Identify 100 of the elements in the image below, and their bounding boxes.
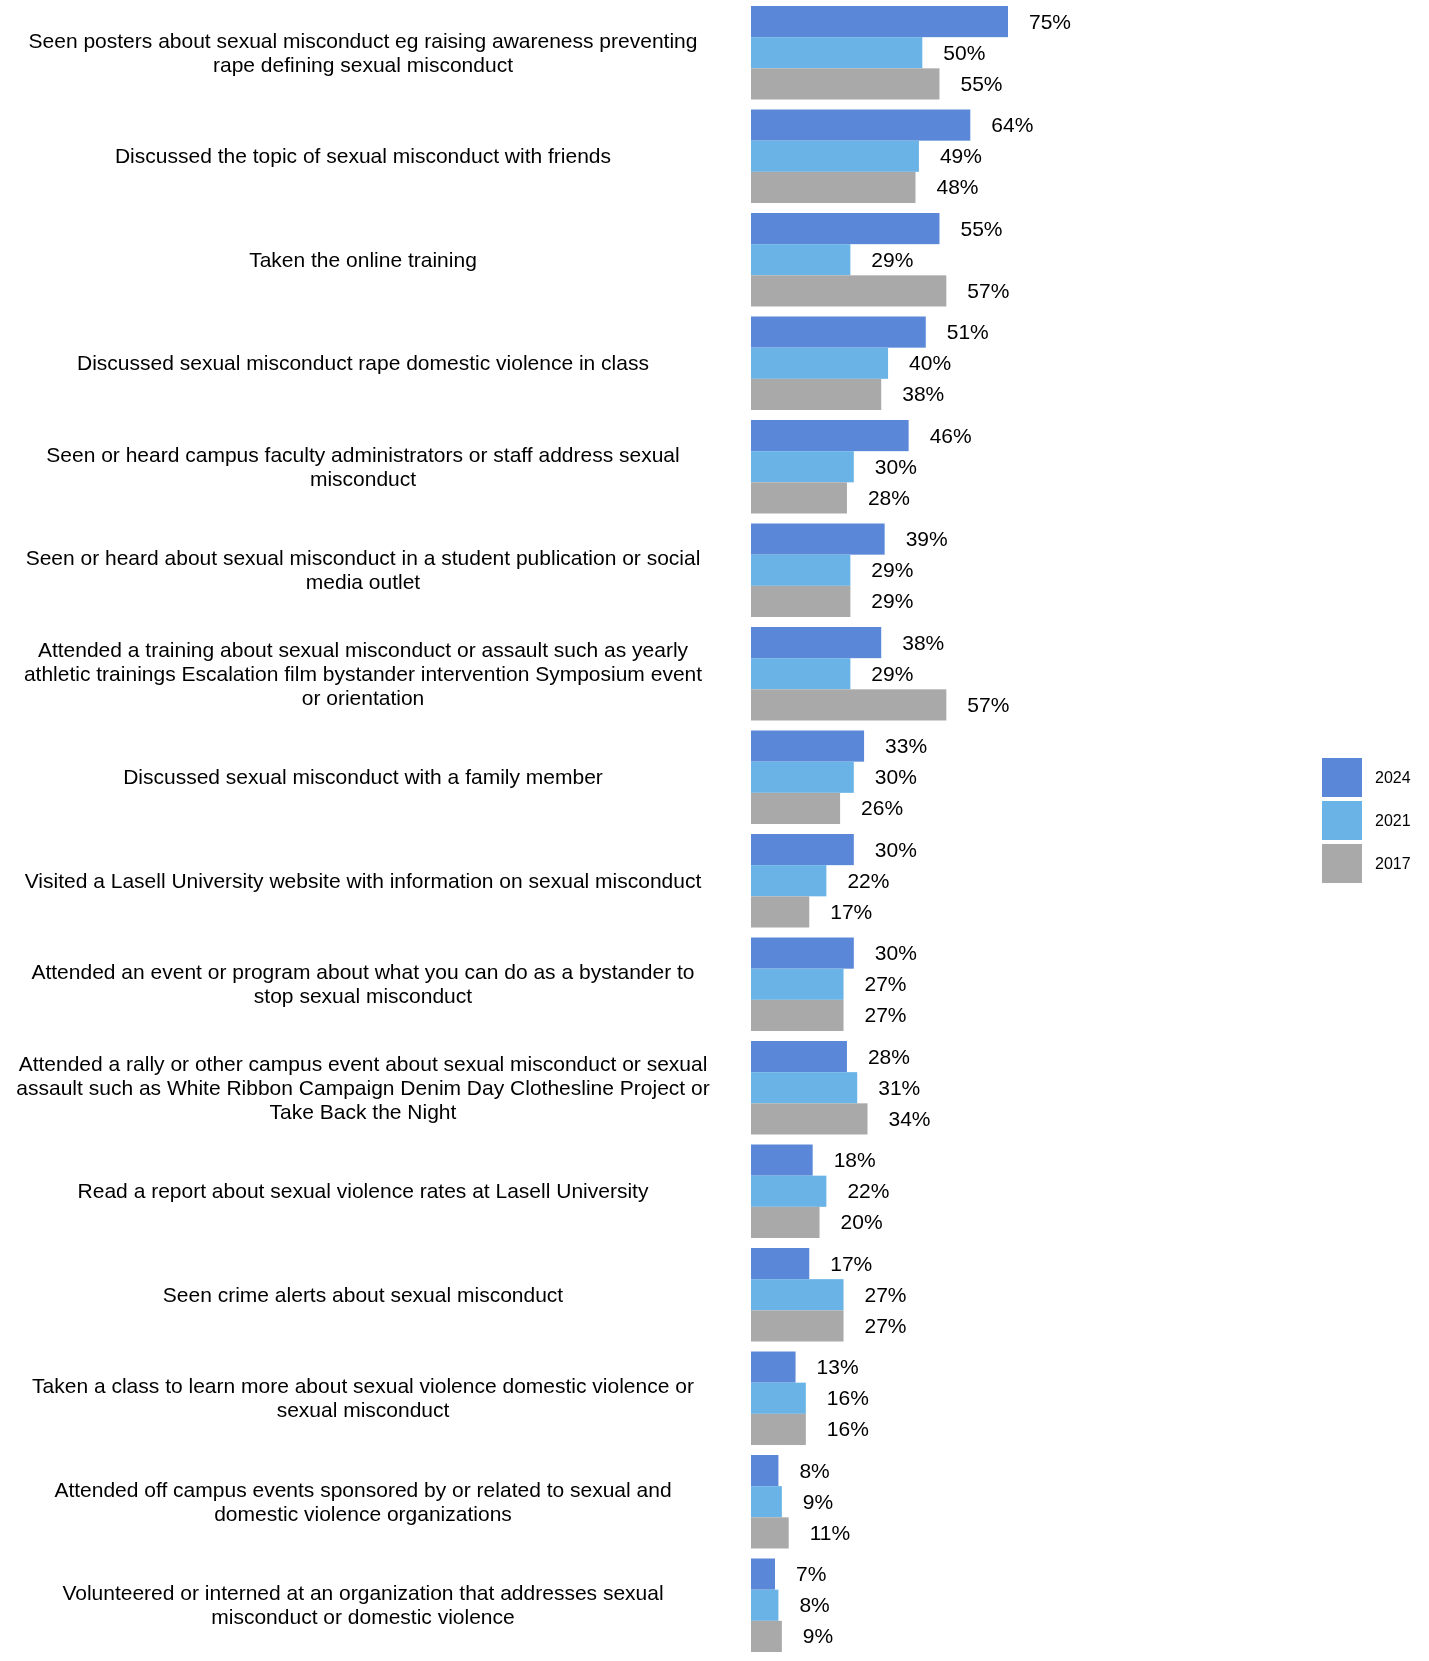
y-tick-label: Attended a rally or other campus event about sexual misconduct or sexual assault such as White Ribbon Campaign Denim Day Clothesline Project or Take Back the Night	[16, 1051, 710, 1123]
bar	[751, 730, 865, 762]
bar	[751, 6, 1008, 38]
data-label: 31%	[878, 1075, 921, 1099]
data-label: 20%	[840, 1210, 883, 1234]
data-label: 50%	[943, 40, 986, 64]
bar	[751, 999, 844, 1031]
data-label: 75%	[1029, 9, 1072, 33]
text: 2017	[1375, 855, 1411, 872]
data-label: 38%	[902, 382, 945, 406]
data-label: 13%	[816, 1355, 859, 1379]
bar	[751, 627, 882, 659]
bar	[751, 1248, 810, 1280]
bar	[751, 834, 854, 866]
bar	[751, 1486, 782, 1518]
y-tick-label: Discussed sexual misconduct with a family member	[123, 765, 603, 789]
bar	[751, 213, 940, 245]
data-label: 17%	[830, 899, 873, 923]
bar	[751, 1589, 779, 1621]
bar	[751, 554, 851, 586]
bar	[751, 761, 854, 793]
bar	[751, 1558, 775, 1590]
data-label: 18%	[833, 1148, 876, 1172]
data-label: 8%	[799, 1458, 830, 1482]
y-tick-label: Discussed sexual misconduct rape domestic violence in class	[77, 351, 649, 375]
bar	[751, 1351, 796, 1383]
bar	[751, 658, 851, 690]
bar	[751, 1279, 844, 1311]
data-label: 57%	[967, 278, 1010, 302]
data-label: 57%	[967, 692, 1010, 716]
bar	[751, 689, 947, 721]
bar	[751, 37, 923, 69]
bar	[751, 244, 851, 276]
y-tick-label: Attended an event or program about what you can do as a bystander to stop sexual misconduct	[31, 960, 695, 1008]
data-label: 22%	[847, 868, 890, 892]
data-label: 64%	[991, 113, 1034, 137]
bar	[751, 1041, 847, 1073]
bar	[751, 347, 889, 379]
data-label: 27%	[864, 1003, 907, 1027]
bar	[751, 482, 847, 514]
data-label: 29%	[871, 558, 914, 582]
data-label: 39%	[905, 527, 948, 551]
bar	[751, 1455, 779, 1487]
bar	[751, 1413, 806, 1445]
bar	[751, 378, 882, 410]
data-label: 9%	[802, 1624, 834, 1648]
data-label: 30%	[874, 454, 917, 478]
bar	[751, 792, 841, 824]
data-label: 46%	[929, 423, 972, 447]
bar	[751, 865, 827, 897]
data-label: 28%	[867, 1044, 910, 1068]
bar	[751, 1072, 858, 1104]
y-tick-label: Attended off campus events sponsored by or related to sexual and domestic violence organizations	[54, 1477, 672, 1525]
y-tick-label: Taken the online training	[249, 247, 477, 271]
data-label: 8%	[799, 1593, 830, 1617]
bar	[751, 1382, 806, 1414]
data-label: 7%	[795, 1562, 827, 1586]
data-label: 40%	[909, 351, 952, 375]
text: 2021	[1375, 812, 1411, 829]
y-tick-label: Read a report about sexual violence rates at Lasell University	[77, 1179, 649, 1203]
bar	[751, 1103, 868, 1135]
bar	[751, 171, 916, 203]
bar	[751, 451, 854, 483]
data-label: 16%	[826, 1417, 869, 1441]
bar	[751, 1144, 813, 1176]
bar	[751, 523, 885, 555]
bar	[751, 316, 926, 348]
y-tick-label: Seen posters about sexual misconduct eg raising awareness preventing rape defining sexual misconduct	[28, 28, 698, 76]
data-label: 33%	[885, 734, 928, 758]
data-label: 22%	[847, 1179, 890, 1203]
bar	[751, 275, 947, 307]
bar	[751, 896, 810, 928]
bar	[751, 1620, 782, 1652]
text: 2024	[1375, 769, 1411, 786]
data-label: 27%	[864, 972, 907, 996]
bar	[751, 937, 854, 969]
bar	[751, 585, 851, 617]
bar	[751, 1175, 827, 1207]
data-label: 51%	[946, 320, 989, 344]
data-label: 27%	[864, 1313, 907, 1337]
y-tick-label: Taken a class to learn more about sexual violence domestic violence or sexual misconduct	[32, 1374, 694, 1422]
data-label: 29%	[871, 247, 914, 271]
bar	[751, 1310, 844, 1342]
y-tick-label: Volunteered or interned at an organization that addresses sexual misconduct or domestic violence	[62, 1581, 664, 1629]
data-label: 30%	[874, 765, 917, 789]
y-tick-label: Attended a training about sexual misconduct or assault such as yearly athletic trainings Escalation film bystander intervention Symposium event or orientation	[23, 637, 703, 709]
bar	[751, 140, 919, 172]
data-label: 16%	[826, 1386, 869, 1410]
bar	[751, 1517, 789, 1549]
bar	[751, 968, 844, 1000]
data-label: 11%	[809, 1520, 851, 1544]
data-label: 38%	[902, 630, 945, 654]
data-label: 29%	[871, 661, 914, 685]
y-tick-label: Discussed the topic of sexual misconduct with friends	[114, 144, 612, 168]
data-label: 30%	[874, 837, 917, 861]
data-label: 34%	[888, 1106, 931, 1130]
data-label: 17%	[830, 1251, 873, 1275]
data-label: 28%	[867, 485, 910, 509]
y-tick-label: Seen or heard about sexual misconduct in a student publication or social media outlet	[25, 546, 701, 594]
bar	[751, 109, 971, 141]
